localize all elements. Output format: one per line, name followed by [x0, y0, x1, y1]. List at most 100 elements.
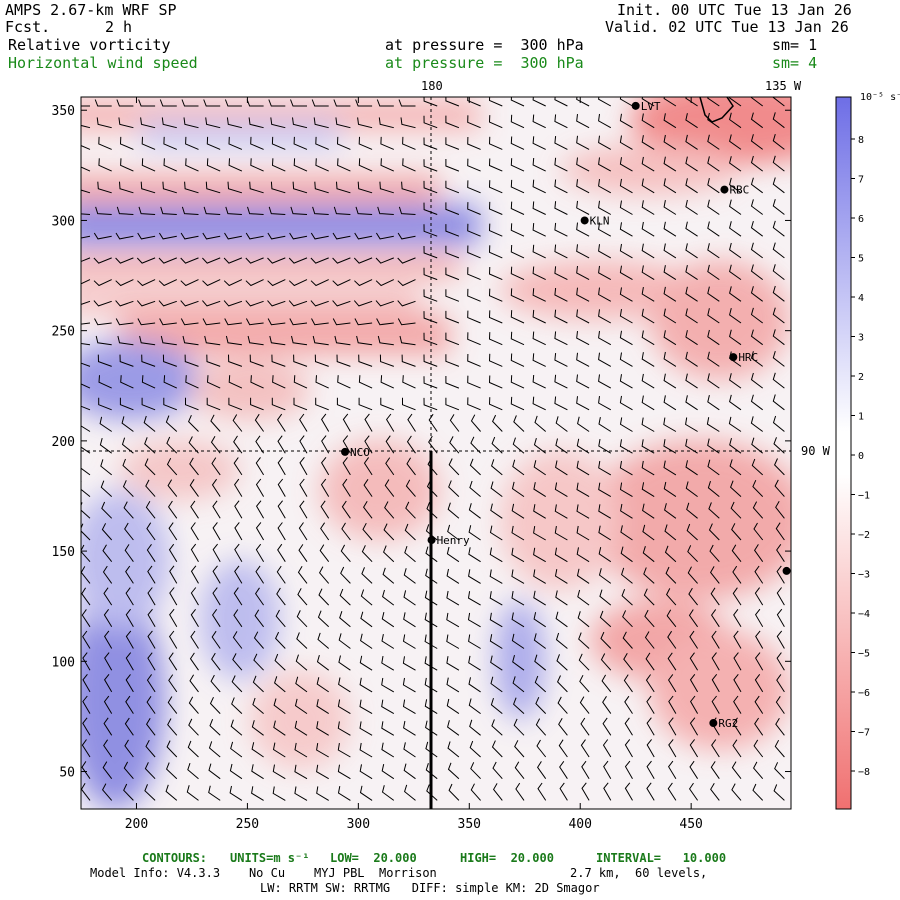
- wind-barb: [289, 232, 308, 240]
- wind-barb: [663, 265, 677, 281]
- wind-barb: [144, 762, 156, 780]
- wind-barb: [289, 318, 308, 326]
- wind-barb: [401, 354, 416, 367]
- wind-barb: [445, 332, 460, 346]
- wind-barb: [729, 459, 742, 476]
- wind-barb: [158, 300, 177, 307]
- wind-barb: [381, 721, 395, 736]
- wind-barb: [468, 569, 481, 584]
- wind-barb: [554, 482, 568, 498]
- colorbar-tick-label: −3: [858, 570, 870, 581]
- wind-barb: [81, 189, 91, 194]
- wind-barb: [141, 354, 156, 367]
- wind-barb: [467, 115, 481, 129]
- wind-barb: [203, 206, 221, 215]
- wind-barb: [403, 612, 416, 628]
- wind-barb: [489, 612, 503, 628]
- wind-barb: [268, 99, 286, 107]
- colorbar-tick-label: −1: [858, 491, 870, 502]
- wind-barb: [773, 784, 785, 801]
- wind-barb: [288, 300, 308, 307]
- wind-barb: [663, 243, 677, 259]
- wind-barb: [181, 99, 199, 107]
- colorbar-tick-label: −2: [858, 530, 870, 541]
- wind-barb: [707, 156, 720, 172]
- wind-barb: [115, 318, 134, 326]
- field2-level: at pressure = 300 hPa: [385, 54, 584, 72]
- wind-barb: [296, 632, 308, 649]
- wind-barb: [467, 97, 481, 107]
- wind-barb: [163, 158, 178, 172]
- wind-barb: [667, 760, 677, 779]
- plot-frame: [80, 96, 792, 810]
- wind-barb: [598, 504, 612, 519]
- wind-barb: [689, 673, 699, 693]
- wind-barb: [598, 417, 612, 432]
- wind-barb: [423, 289, 438, 302]
- wind-barb: [641, 265, 655, 281]
- station-label: HRC: [738, 351, 758, 364]
- wind-barb: [467, 591, 481, 606]
- wind-barb: [490, 481, 503, 497]
- wind-barb: [310, 300, 329, 307]
- wind-barb: [227, 181, 243, 194]
- wind-barb: [402, 699, 416, 715]
- wind-barb: [624, 717, 633, 736]
- wind-barb: [619, 395, 633, 411]
- wind-barb: [381, 742, 395, 758]
- wind-barb: [163, 397, 177, 411]
- wind-barb: [147, 608, 156, 628]
- wind-barb: [94, 99, 112, 107]
- wind-barb: [183, 117, 199, 129]
- wind-barb: [206, 158, 221, 172]
- wind-barb: [230, 719, 243, 736]
- wind-barb: [359, 677, 373, 693]
- wind-barb: [180, 279, 199, 287]
- wind-barb: [775, 696, 785, 714]
- wind-barb: [750, 286, 763, 302]
- wind-barb: [384, 501, 395, 519]
- wind-barb: [271, 136, 286, 150]
- wind-barb: [512, 437, 525, 454]
- wind-barb: [467, 180, 481, 194]
- wind-barb: [81, 124, 91, 129]
- wind-barb: [167, 718, 178, 736]
- wind-barb: [249, 181, 264, 194]
- wind-barb: [513, 718, 525, 736]
- wind-barb: [663, 200, 677, 215]
- wind-barb: [423, 311, 438, 324]
- wind-barb: [619, 97, 633, 107]
- wind-barb: [269, 335, 286, 346]
- wind-barb: [488, 353, 503, 367]
- wind-barb: [162, 354, 177, 367]
- wind-barb: [774, 739, 785, 758]
- wind-barb: [403, 720, 416, 736]
- wind-barb: [537, 782, 547, 801]
- wind-barb: [709, 566, 720, 584]
- wind-barb: [209, 719, 221, 736]
- wind-barb: [707, 480, 720, 497]
- wind-barb: [137, 318, 156, 326]
- wind-barb: [772, 242, 785, 259]
- wind-barb: [646, 739, 655, 758]
- wind-barb: [602, 696, 612, 714]
- wind-barb: [206, 354, 221, 367]
- wind-barb: [234, 565, 243, 584]
- wind-barb: [424, 656, 438, 671]
- wind-barb: [140, 117, 156, 129]
- wind-barb: [202, 279, 221, 287]
- wind-barb: [251, 786, 264, 801]
- colorbar-tick-label: 1: [858, 412, 864, 423]
- wind-barb: [491, 459, 503, 476]
- wind-barb: [532, 97, 546, 107]
- wind-barb: [707, 308, 720, 324]
- wind-barb: [689, 652, 699, 671]
- wind-barb: [711, 630, 720, 649]
- wind-barb: [488, 375, 503, 389]
- wind-barb: [554, 331, 568, 346]
- wind-barb: [252, 675, 264, 693]
- wind-barb: [578, 632, 590, 649]
- wind-barb: [185, 158, 199, 172]
- station-marker: [580, 216, 589, 225]
- wind-barb: [228, 397, 243, 411]
